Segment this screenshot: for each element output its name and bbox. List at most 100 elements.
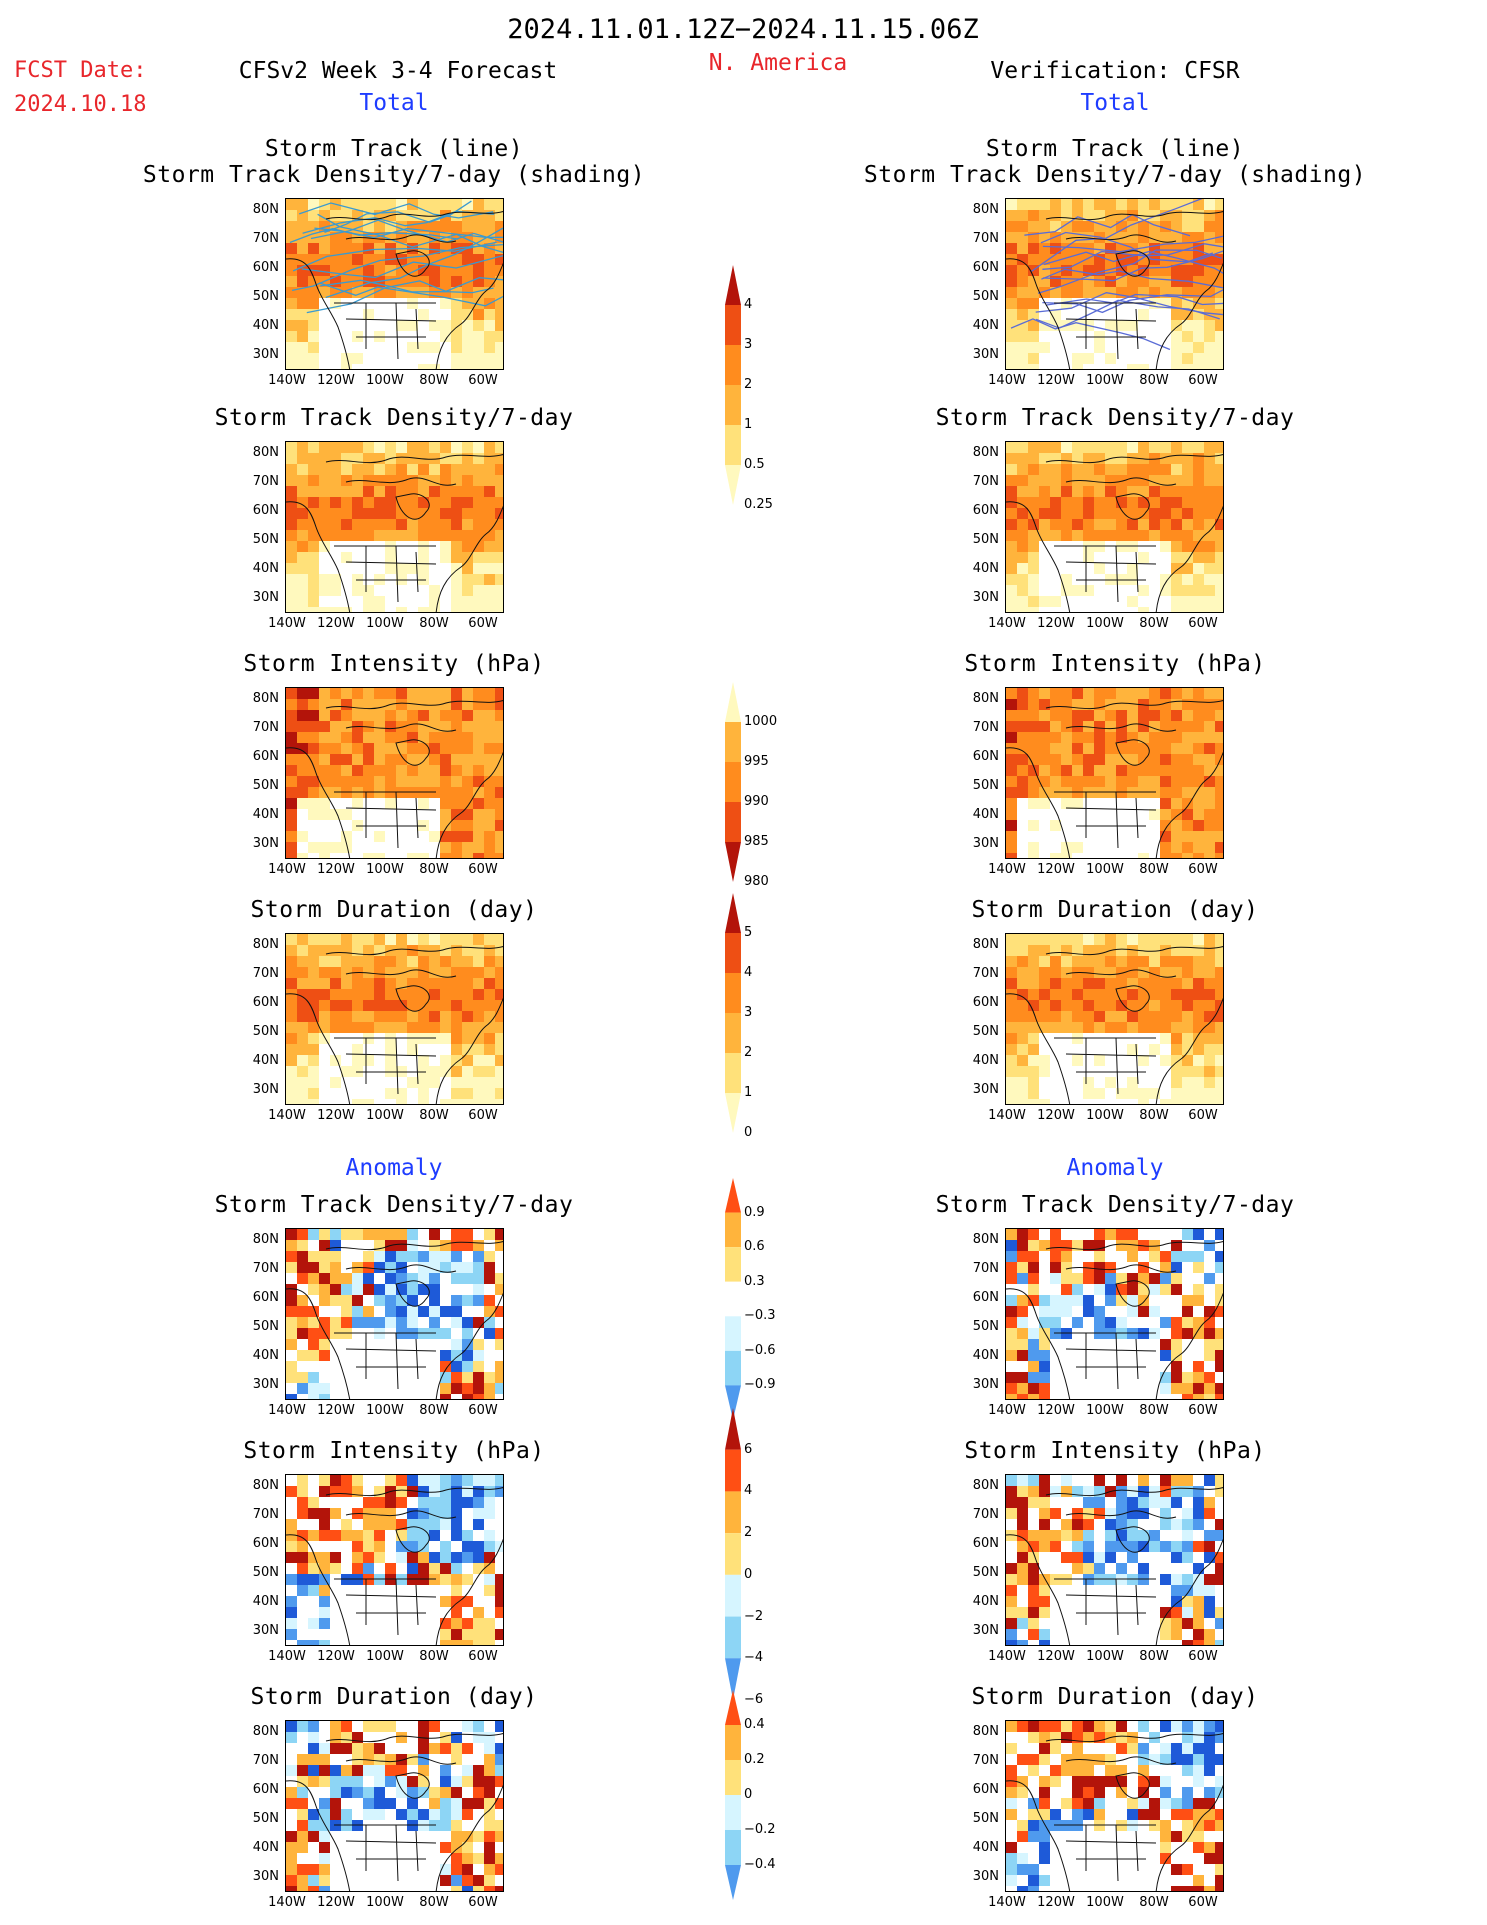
heatmap-cell [440, 1066, 451, 1077]
heatmap-cell [1072, 765, 1083, 776]
heatmap-cell [1105, 1077, 1116, 1088]
heatmap-cell [440, 1864, 451, 1875]
heatmap-cell [385, 199, 396, 210]
heatmap-cell [1050, 820, 1061, 831]
heatmap-cell [319, 1820, 330, 1831]
heatmap-cell [363, 710, 374, 721]
heatmap-cell [1061, 442, 1072, 453]
heatmap-cell [462, 199, 473, 210]
heatmap-cell [363, 475, 374, 486]
heatmap-cell [308, 320, 319, 331]
heatmap-cell [1215, 287, 1223, 298]
heatmap-cell [495, 934, 503, 945]
heatmap-cell [1017, 1088, 1028, 1099]
heatmap-cell [451, 1000, 462, 1011]
heatmap-cell [1028, 1607, 1039, 1618]
heatmap-cell [407, 1251, 418, 1262]
heatmap-cell [1116, 1022, 1127, 1033]
heatmap-cell [462, 364, 473, 369]
heatmap-cell [1160, 1754, 1171, 1765]
heatmap-cell [286, 1372, 297, 1383]
heatmap-cell [308, 754, 319, 765]
heatmap-cell [418, 1475, 429, 1486]
heatmap-cell [418, 442, 429, 453]
heatmap-cell [286, 287, 297, 298]
heatmap-cell [462, 1475, 473, 1486]
heatmap-cell [330, 464, 341, 475]
y-tick-label: 50N [972, 289, 999, 304]
heatmap-cell [297, 1530, 308, 1541]
heatmap-cell [495, 1574, 503, 1585]
heatmap-cell [1149, 243, 1160, 254]
heatmap-cell [319, 1383, 330, 1394]
heatmap-cell [1017, 276, 1028, 287]
heatmap-cell [297, 585, 308, 596]
heatmap-cell [1061, 989, 1072, 1000]
heatmap-cell [1039, 945, 1050, 956]
heatmap-cell [1193, 1262, 1204, 1273]
heatmap-cell [1204, 1383, 1215, 1394]
heatmap-cell [319, 1831, 330, 1842]
heatmap-cell [1028, 1372, 1039, 1383]
heatmap-cell [308, 1530, 319, 1541]
heatmap-cell [1083, 1077, 1094, 1088]
heatmap-cell [1215, 464, 1223, 475]
heatmap-cell [495, 298, 503, 309]
heatmap-cell [473, 1552, 484, 1563]
heatmap-cell [1017, 210, 1028, 221]
heatmap-cell [1204, 1273, 1215, 1284]
heatmap-cell [1017, 1099, 1028, 1104]
coastline-outline [1006, 210, 1223, 369]
heatmap-cell [1138, 364, 1149, 369]
heatmap-cell [495, 243, 503, 254]
heatmap-cell [1138, 497, 1149, 508]
heatmap-cell [1204, 1317, 1215, 1328]
x-tick-label: 80W [419, 1108, 449, 1123]
heatmap-cell [308, 342, 319, 353]
heatmap-cell [1006, 1765, 1017, 1776]
x-tick-label: 100W [1086, 1108, 1124, 1123]
heatmap-cell [1204, 1798, 1215, 1809]
heatmap-cell [1138, 1284, 1149, 1295]
heatmap-cell [1149, 486, 1160, 497]
heatmap-cell [286, 710, 297, 721]
heatmap-cell [1028, 1475, 1039, 1486]
heatmap-cell [1039, 1530, 1050, 1541]
heatmap-cell [1028, 1088, 1039, 1099]
heatmap-cell [1204, 320, 1215, 331]
heatmap-cell [1171, 1585, 1182, 1596]
heatmap-cell [352, 530, 363, 541]
heatmap-cell [352, 1295, 363, 1306]
heatmap-cell [451, 1798, 462, 1809]
heatmap-cell [1017, 1574, 1028, 1585]
heatmap-cell [462, 1809, 473, 1820]
heatmap-cell [374, 831, 385, 842]
heatmap-cell [1193, 199, 1204, 210]
heatmap-cell [1105, 765, 1116, 776]
heatmap-cell [1215, 1251, 1223, 1262]
heatmap-cell [473, 787, 484, 798]
heatmap-cell [1050, 754, 1061, 765]
heatmap-cell [1160, 453, 1171, 464]
coastline-outline [286, 699, 503, 858]
heatmap-cell [363, 1099, 374, 1104]
heatmap-cell [1061, 1798, 1072, 1809]
heatmap-cell [1215, 1607, 1223, 1618]
heatmap-cell [1127, 699, 1138, 710]
heatmap-cell [1017, 1721, 1028, 1732]
heatmap-cell [1028, 967, 1039, 978]
heatmap-cell [1215, 585, 1223, 596]
heatmap-cell [473, 574, 484, 585]
x-tick-label: 100W [366, 1895, 404, 1910]
heatmap-cell [1094, 765, 1105, 776]
heatmap-cell [1215, 1776, 1223, 1787]
heatmap-cell [1083, 1721, 1094, 1732]
heatmap-cell [484, 1229, 495, 1240]
heatmap-cell [451, 1842, 462, 1853]
heatmap-cell [286, 842, 297, 853]
colorbar-segment [725, 893, 741, 933]
heatmap-cell [1017, 309, 1028, 320]
heatmap-cell [462, 1842, 473, 1853]
heatmap-cell [495, 574, 503, 585]
heatmap-cell [1215, 732, 1223, 743]
